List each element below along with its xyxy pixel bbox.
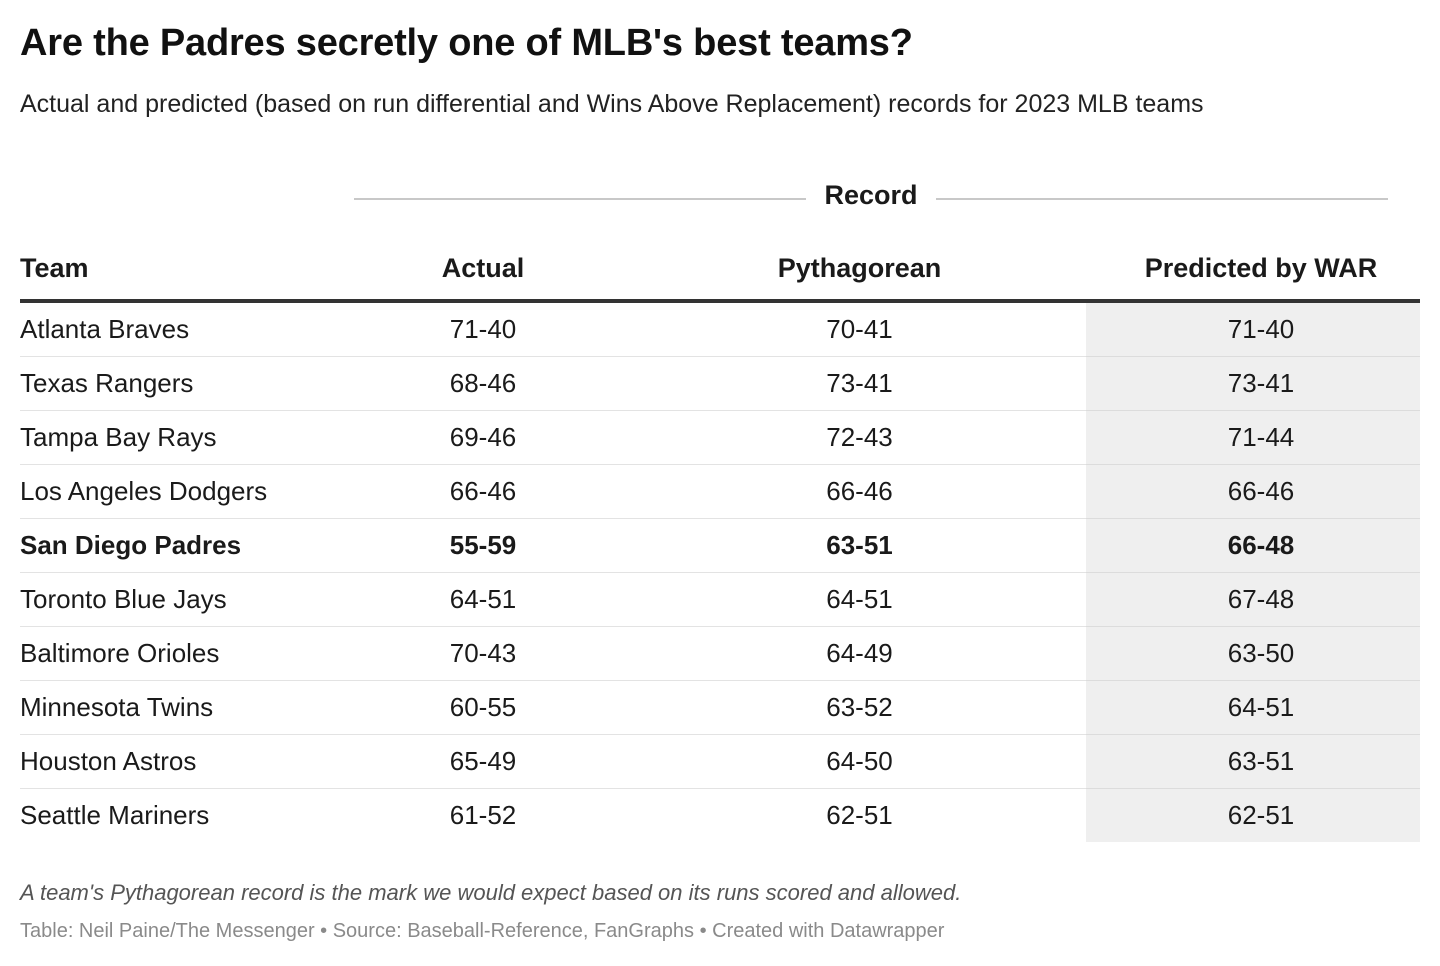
team-name-cell: San Diego Padres [20, 518, 333, 573]
table-row: Toronto Blue Jays 64-51 64-51 67-48 [20, 572, 1420, 627]
pythagorean-record-cell: 64-51 [633, 572, 1086, 627]
team-name-cell: Texas Rangers [20, 356, 333, 411]
table-row: San Diego Padres 55-59 63-51 66-48 [20, 518, 1420, 573]
pythagorean-record-cell: 66-46 [633, 464, 1086, 519]
chart-subtitle: Actual and predicted (based on run diffe… [20, 90, 1204, 118]
war-record-cell: 66-48 [1086, 518, 1420, 573]
table-body: Atlanta Braves 71-40 70-41 71-40 Texas Range… [20, 301, 1420, 842]
pythagorean-record-cell: 73-41 [633, 356, 1086, 411]
actual-record-cell: 71-40 [333, 301, 633, 357]
actual-record-cell: 55-59 [333, 518, 633, 573]
group-header-rule-left [354, 198, 806, 200]
team-name-cell: Baltimore Orioles [20, 626, 333, 681]
column-header-actual[interactable]: Actual [333, 238, 633, 303]
pythagorean-record-cell: 70-41 [633, 301, 1086, 357]
group-header-rule-right [936, 198, 1388, 200]
war-record-cell: 64-51 [1086, 680, 1420, 735]
table-row: Baltimore Orioles 70-43 64-49 63-50 [20, 626, 1420, 681]
pythagorean-record-cell: 64-49 [633, 626, 1086, 681]
team-name-cell: Tampa Bay Rays [20, 410, 333, 465]
team-name-cell: Houston Astros [20, 734, 333, 789]
table-row: Seattle Mariners 61-52 62-51 62-51 [20, 788, 1420, 842]
actual-record-cell: 69-46 [333, 410, 633, 465]
war-record-cell: 62-51 [1086, 788, 1420, 842]
actual-record-cell: 68-46 [333, 356, 633, 411]
actual-record-cell: 66-46 [333, 464, 633, 519]
actual-record-cell: 64-51 [333, 572, 633, 627]
actual-record-cell: 61-52 [449, 800, 517, 830]
war-record-cell: 73-41 [1086, 356, 1420, 411]
column-header-pythagorean[interactable]: Pythagorean [633, 238, 1086, 303]
team-name-cell: Seattle Mariners [20, 800, 210, 830]
war-record-cell: 71-44 [1086, 410, 1420, 465]
actual-record-cell: 60-55 [333, 680, 633, 735]
war-record-cell: 71-40 [1086, 301, 1420, 357]
column-header-team[interactable]: Team [20, 238, 333, 303]
team-name-cell: Minnesota Twins [20, 680, 333, 735]
pythagorean-record-cell: 63-52 [633, 680, 1086, 735]
table-row: Minnesota Twins 60-55 63-52 64-51 [20, 680, 1420, 735]
pythagorean-record-cell: 72-43 [633, 410, 1086, 465]
chart-title: Are the Padres secretly one of MLB's bes… [20, 22, 913, 64]
table-row: Los Angeles Dodgers 66-46 66-46 66-46 [20, 464, 1420, 519]
record-column-group-header: Record [354, 176, 1388, 220]
pythagorean-record-cell: 64-50 [633, 734, 1086, 789]
pythagorean-record-cell: 63-51 [633, 518, 1086, 573]
actual-record-cell: 65-49 [333, 734, 633, 789]
column-header-predicted-by-war[interactable]: Predicted by WAR [1086, 238, 1420, 303]
actual-record-cell: 70-43 [333, 626, 633, 681]
source-line: Table: Neil Paine/The Messenger • Source… [20, 920, 945, 942]
war-record-cell: 63-51 [1086, 734, 1420, 789]
war-record-cell: 63-50 [1086, 626, 1420, 681]
footnote: A team's Pythagorean record is the mark … [20, 880, 962, 905]
team-name-cell: Los Angeles Dodgers [20, 464, 333, 519]
records-table: Team Actual Pythagorean Predicted by WAR… [20, 238, 1420, 842]
team-name-cell: Toronto Blue Jays [20, 572, 333, 627]
table-header-row: Team Actual Pythagorean Predicted by WAR [20, 238, 1420, 303]
war-record-cell: 67-48 [1086, 572, 1420, 627]
table-row: Atlanta Braves 71-40 70-41 71-40 [20, 301, 1420, 357]
team-name-cell: Atlanta Braves [20, 301, 333, 357]
table-row: Tampa Bay Rays 69-46 72-43 71-44 [20, 410, 1420, 465]
table-row: Texas Rangers 68-46 73-41 73-41 [20, 356, 1420, 411]
pythagorean-record-cell: 62-51 [826, 800, 893, 830]
table-row: Houston Astros 65-49 64-50 63-51 [20, 734, 1420, 789]
group-header-label: Record [824, 180, 918, 210]
war-record-cell: 66-46 [1086, 464, 1420, 519]
